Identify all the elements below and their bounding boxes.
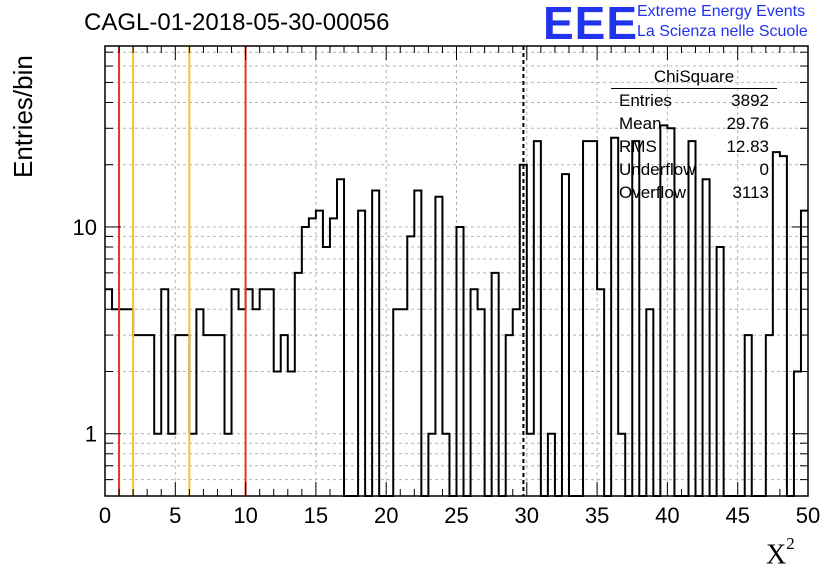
- stats-key: Mean: [619, 114, 662, 133]
- stats-row-entries: Entries 3892: [611, 89, 777, 112]
- logo-text-line2: La Scienza nelle Scuole: [637, 23, 808, 40]
- stats-key: Entries: [619, 91, 672, 110]
- x-axis-label: X2: [766, 534, 795, 571]
- eee-logo: EEE: [543, 0, 639, 49]
- chart-title: CAGL-01-2018-05-30-00056: [84, 9, 390, 36]
- y-tick-label: 10: [73, 215, 97, 240]
- logo-text-line1: Extreme Energy Events: [637, 3, 806, 20]
- x-tick-label: 35: [585, 503, 609, 528]
- x-tick-label: 50: [796, 503, 820, 528]
- x-axis-label-superscript: 2: [786, 534, 795, 553]
- stats-value: 3892: [731, 91, 769, 110]
- x-tick-label: 5: [169, 503, 181, 528]
- x-tick-label: 10: [233, 503, 257, 528]
- stats-value: 29.76: [726, 114, 769, 133]
- stats-value: 0: [759, 160, 769, 179]
- x-tick-label: 0: [99, 503, 111, 528]
- x-tick-label: 20: [374, 503, 398, 528]
- x-tick-label: 30: [515, 503, 539, 528]
- x-tick-label: 45: [725, 503, 749, 528]
- stats-row-mean: Mean 29.76: [611, 112, 777, 135]
- stats-row-underflow: Underflow 0: [611, 158, 777, 181]
- x-tick-label: 40: [655, 503, 679, 528]
- y-axis-label: Entries/bin: [8, 55, 38, 178]
- stats-key: Underflow: [619, 160, 696, 179]
- stats-row-overflow: Overflow 3113: [611, 181, 777, 204]
- y-tick-label: 1: [85, 422, 97, 447]
- stats-box-title: ChiSquare: [611, 66, 777, 89]
- x-tick-label: 25: [444, 503, 468, 528]
- stats-box: ChiSquare Entries 3892 Mean 29.76 RMS 12…: [611, 66, 777, 204]
- stats-key: Overflow: [619, 183, 687, 202]
- stats-value: 3113: [732, 183, 769, 202]
- stats-value: 12.83: [726, 137, 769, 156]
- x-tick-label: 15: [304, 503, 328, 528]
- x-axis-label-base: X: [766, 539, 787, 571]
- stats-key: RMS: [619, 137, 657, 156]
- stats-row-rms: RMS 12.83: [611, 135, 777, 158]
